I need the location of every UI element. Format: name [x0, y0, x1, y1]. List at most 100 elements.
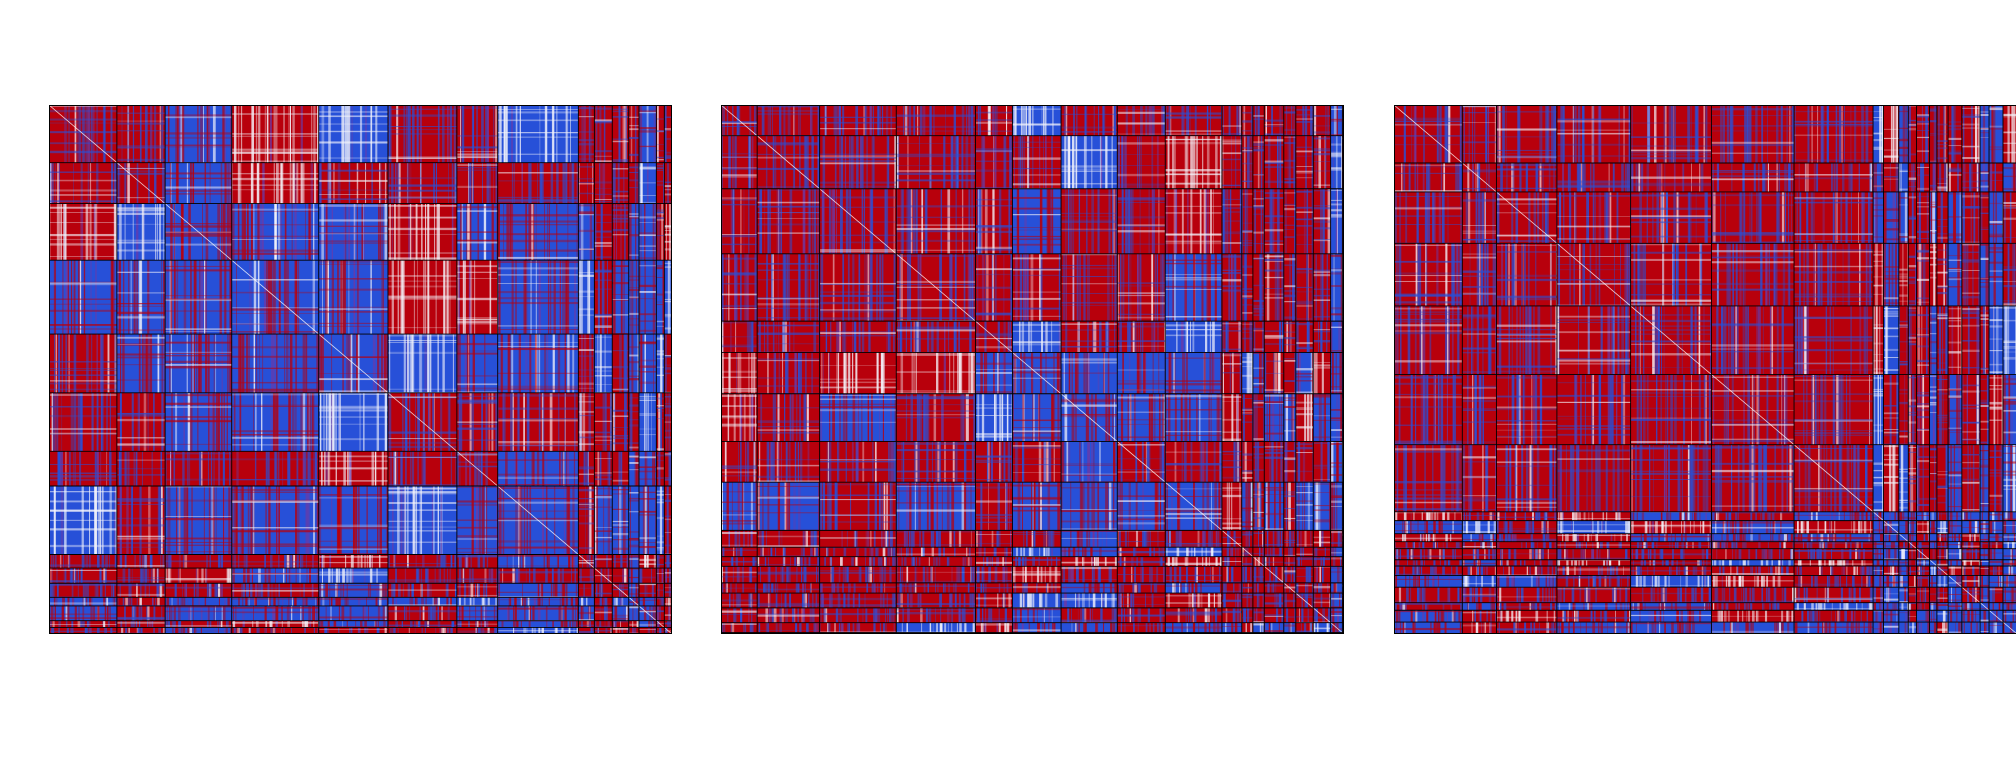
matrix-streak	[214, 627, 216, 634]
matrix-streak	[757, 279, 820, 281]
matrix-streak	[848, 188, 852, 254]
matrix-streak	[270, 554, 273, 569]
matrix-streak	[139, 392, 140, 452]
matrix-streak	[910, 321, 912, 353]
matrix-streak	[793, 135, 796, 189]
matrix-streak	[377, 334, 380, 393]
matrix-streak	[613, 392, 616, 452]
matrix-streak	[523, 260, 526, 335]
matrix-streak	[668, 554, 670, 569]
matrix-streak	[150, 554, 153, 569]
matrix-streak	[1022, 253, 1024, 322]
matrix-streak	[165, 144, 232, 147]
matrix-streak	[835, 105, 838, 136]
matrix-streak	[1313, 270, 1331, 272]
matrix-streak	[139, 105, 142, 163]
matrix-streak	[101, 392, 104, 452]
matrix-streak	[656, 336, 665, 340]
matrix-streak	[318, 372, 388, 374]
matrix-streak	[67, 597, 70, 606]
matrix-streak	[630, 260, 633, 335]
matrix-streak	[165, 295, 232, 297]
matrix-streak	[208, 485, 211, 555]
matrix-streak	[1174, 253, 1176, 322]
matrix-streak	[379, 485, 382, 555]
matrix-streak	[1202, 253, 1204, 322]
matrix-streak	[303, 162, 305, 204]
matrix-streak	[578, 611, 595, 615]
matrix-streak	[1117, 185, 1166, 187]
matrix-streak	[341, 605, 345, 621]
matrix-streak	[628, 128, 639, 131]
matrix-streak	[787, 105, 791, 136]
matrix-streak	[583, 334, 587, 393]
matrix-streak	[231, 113, 319, 115]
matrix-streak	[612, 160, 629, 162]
matrix-streak	[656, 105, 659, 163]
matrix-streak	[301, 554, 304, 569]
matrix-streak	[428, 392, 429, 452]
matrix-streak	[1120, 253, 1122, 322]
matrix-streak	[769, 105, 771, 136]
matrix-streak	[110, 260, 114, 335]
matrix-streak	[628, 279, 639, 281]
matrix-streak	[414, 392, 416, 452]
matrix-streak	[166, 260, 168, 335]
matrix-streak	[231, 388, 319, 391]
matrix-streak	[1075, 135, 1078, 189]
matrix-streak	[56, 597, 58, 606]
matrix-streak	[1281, 105, 1283, 136]
matrix-streak	[318, 179, 388, 182]
matrix-streak	[147, 392, 149, 452]
matrix-streak	[116, 122, 166, 125]
matrix-streak	[997, 321, 1000, 353]
matrix-streak	[448, 162, 449, 204]
matrix-streak	[161, 334, 163, 393]
matrix-streak	[1202, 135, 1204, 189]
matrix-streak	[594, 420, 613, 422]
matrix-streak	[1304, 105, 1305, 136]
matrix-streak	[1061, 345, 1118, 348]
matrix-streak	[664, 313, 672, 317]
matrix-streak	[543, 554, 545, 569]
matrix-streak	[232, 568, 235, 584]
matrix-streak	[464, 554, 467, 569]
matrix-streak	[1290, 321, 1292, 353]
matrix-streak	[227, 162, 230, 204]
matrix-streak	[377, 392, 379, 452]
matrix-streak	[468, 162, 470, 204]
matrix-streak	[667, 605, 671, 621]
matrix-streak	[70, 392, 74, 452]
matrix-streak	[652, 627, 654, 634]
matrix-streak	[637, 554, 639, 569]
matrix-streak	[458, 597, 462, 606]
matrix-streak	[644, 260, 646, 335]
matrix-streak	[1039, 135, 1041, 189]
matrix-streak	[419, 605, 421, 621]
matrix-streak	[732, 105, 734, 136]
matrix-streak	[638, 511, 657, 513]
matrix-streak	[1040, 253, 1043, 322]
matrix-streak	[398, 162, 401, 204]
matrix-streak	[1291, 105, 1293, 136]
matrix-streak	[634, 451, 638, 486]
matrix-streak	[896, 283, 976, 285]
matrix-streak	[438, 568, 441, 584]
matrix-streak	[757, 343, 820, 345]
matrix-streak	[992, 188, 995, 254]
matrix-streak	[1241, 120, 1253, 123]
matrix-streak	[580, 260, 584, 335]
matrix-streak	[625, 605, 628, 621]
matrix-streak	[612, 272, 629, 274]
matrix-streak	[355, 620, 357, 628]
matrix-streak	[652, 203, 655, 261]
matrix-streak	[1239, 105, 1241, 136]
matrix-streak	[303, 620, 306, 628]
matrix-streak	[116, 249, 166, 252]
matrix-streak	[381, 620, 383, 628]
matrix-streak	[383, 334, 386, 393]
matrix-streak	[180, 627, 182, 634]
matrix-streak	[56, 568, 58, 584]
matrix-streak	[757, 189, 820, 191]
matrix-streak	[584, 451, 587, 486]
